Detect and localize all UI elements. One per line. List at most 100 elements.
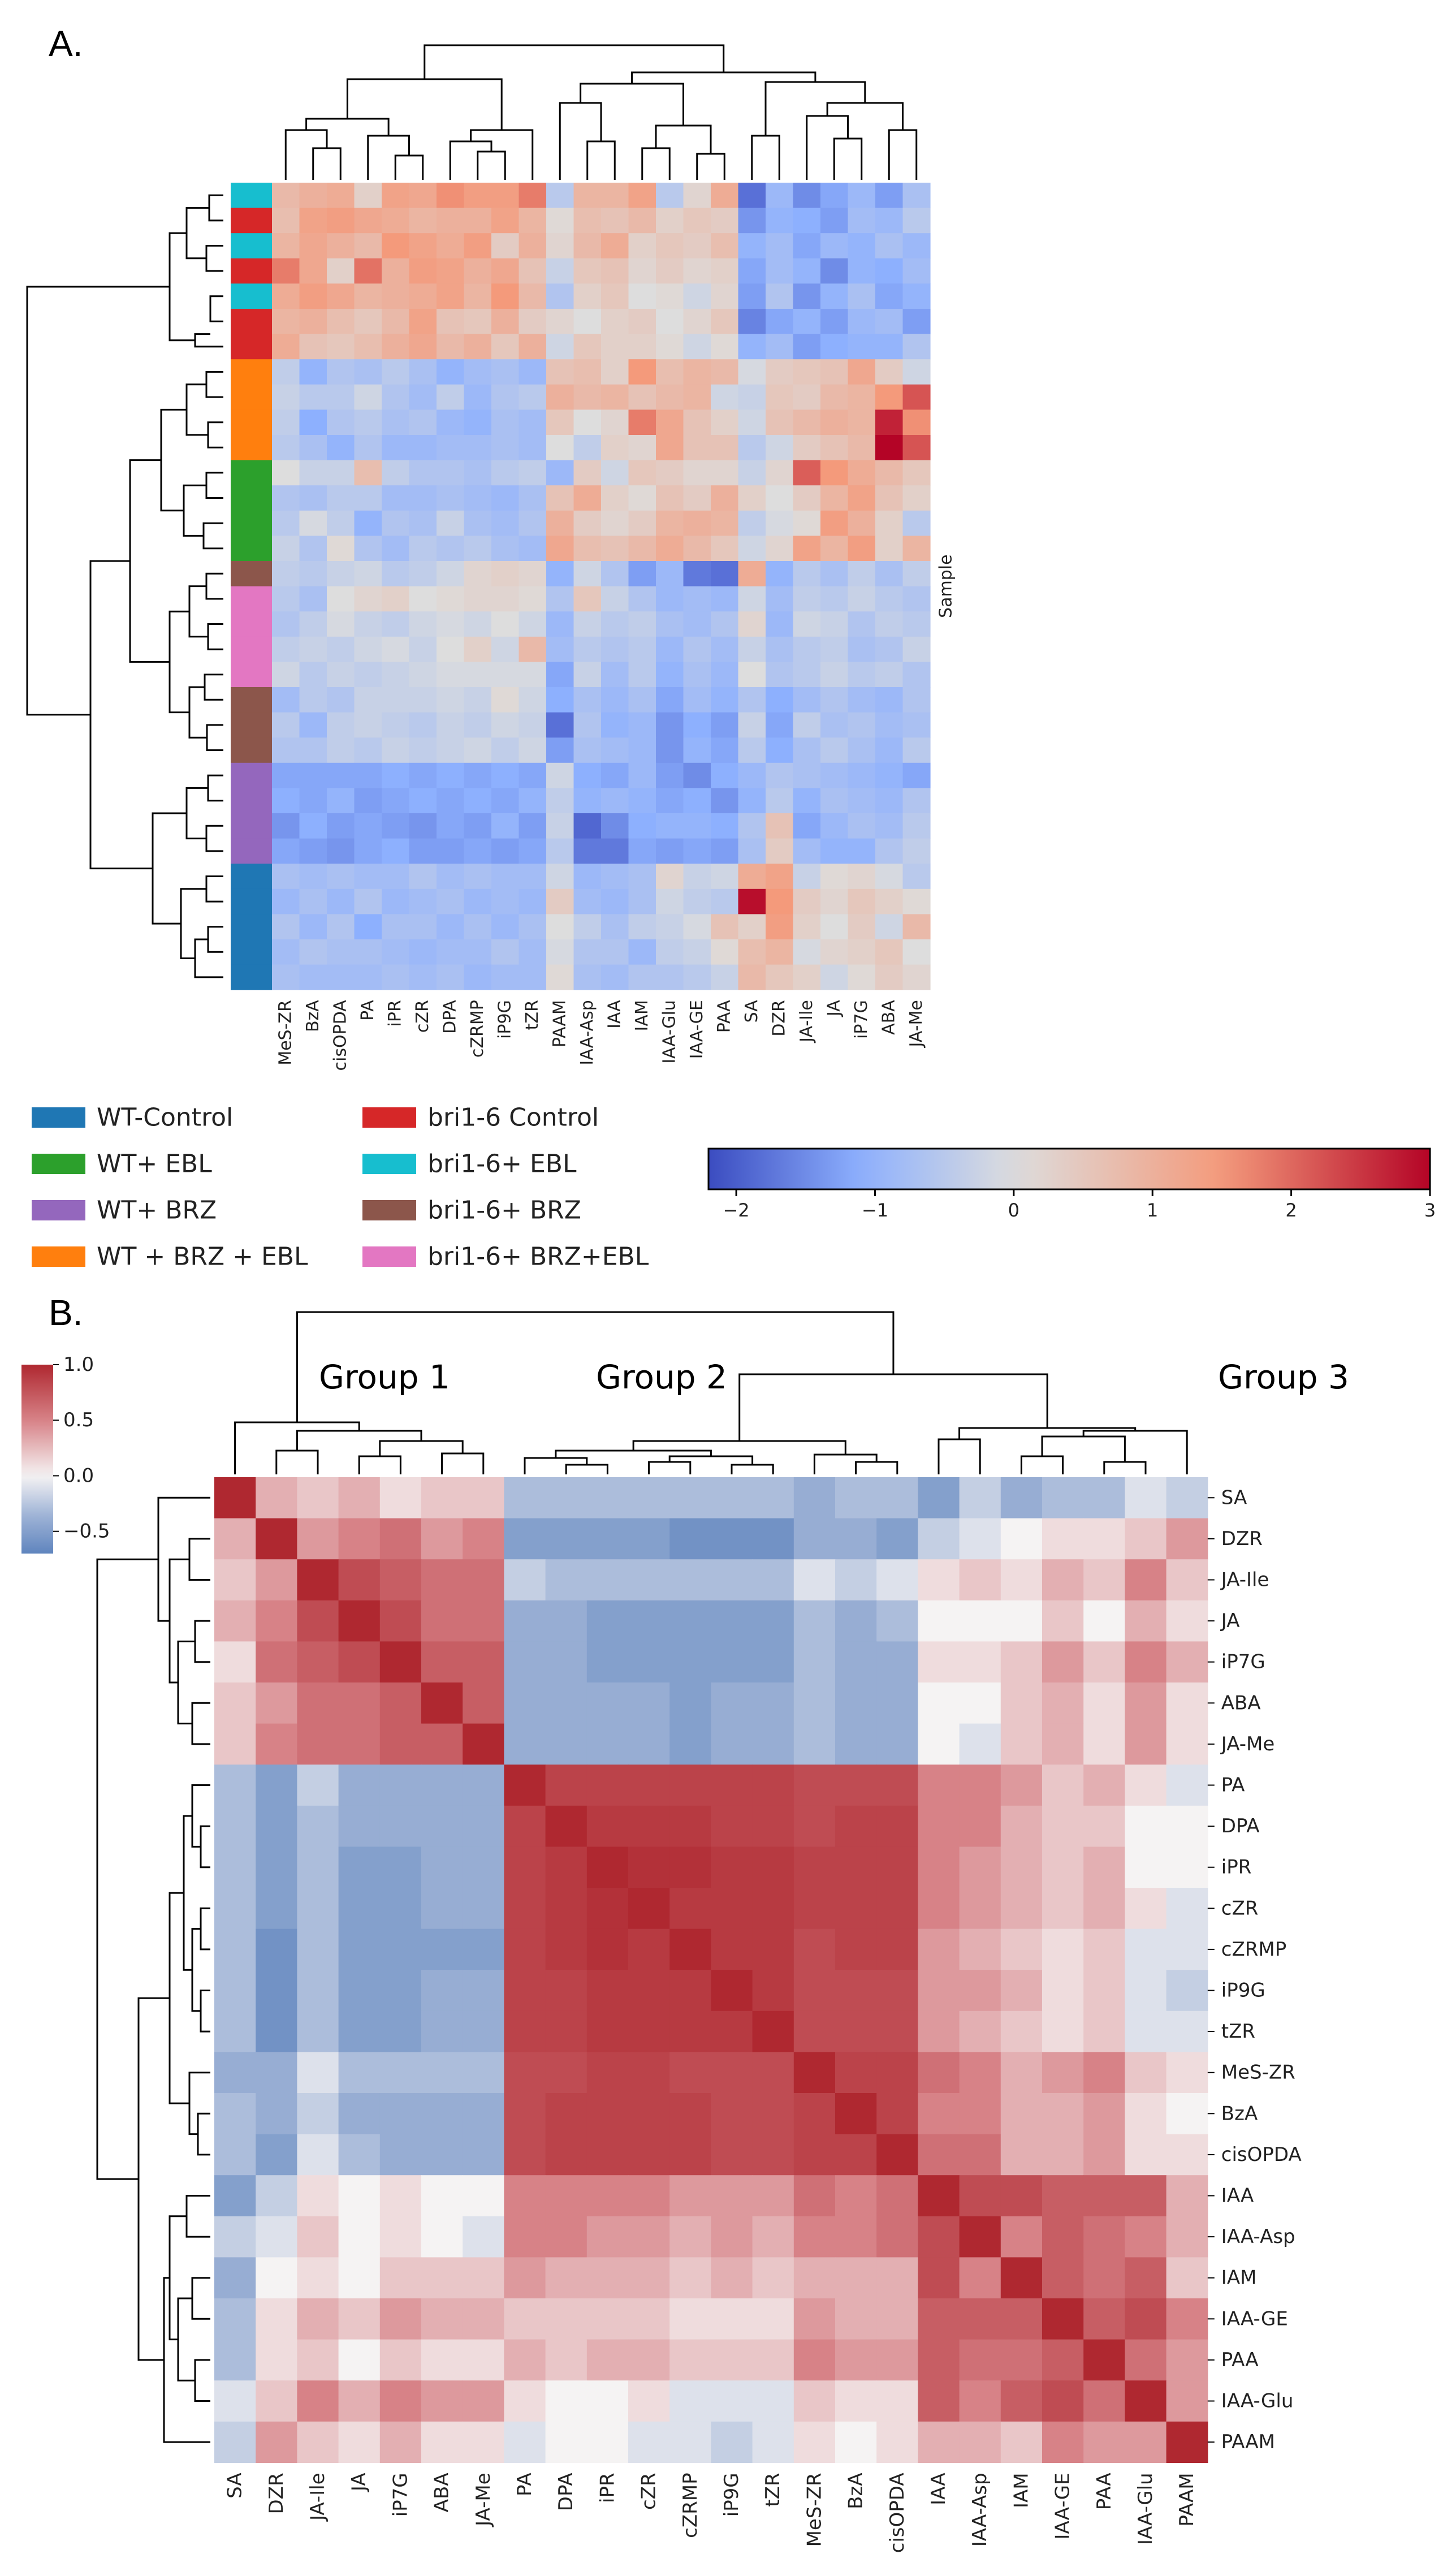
heatmap-a-cell [766,687,794,713]
heatmap-a-cell [601,864,629,890]
heatmap-a-cell [628,636,656,662]
heatmap-b-cell [876,1682,918,1724]
heatmap-a-cell [766,914,794,940]
heatmap-b-cell [297,1805,339,1847]
heatmap-b-cell [1125,1600,1167,1642]
heatmap-a-cell [711,939,739,965]
heatmap-b-cell [1166,2257,1208,2299]
legend-swatch [362,1200,416,1220]
legend-label: WT+ EBL [97,1150,212,1179]
row-dendrogram-link [169,232,195,342]
heatmap-b-cell [504,1846,546,1888]
heatmap-b-cell [545,1929,587,1970]
heatmap-b-cell [876,1600,918,1642]
heatmap-a-cell [354,334,382,360]
heatmap-b-y-tick-label: JA-Me [1220,1733,1274,1755]
heatmap-a-cell [793,485,821,511]
heatmap-a-x-tick-label: iPR [386,1000,405,1026]
heatmap-b-cell [1042,2052,1084,2094]
heatmap-a-cell [766,737,794,763]
heatmap-a-cell [683,687,711,713]
heatmap-a-cell [409,208,437,234]
heatmap-a-cell [437,485,465,511]
heatmap-a-cell [491,838,520,864]
heatmap-b-cell [214,1970,256,2012]
heatmap-a-cell [491,611,520,637]
heatmap-a-cell [875,359,904,385]
heatmap-a-cell [464,561,492,587]
heatmap-b-cell [504,1600,546,1642]
heatmap-b-cell [504,2257,546,2299]
heatmap-a-cell [327,233,355,259]
heatmap-b-cell [421,2011,463,2052]
heatmap-a-cell [354,838,382,864]
heatmap-a-cell [711,737,739,763]
heatmap-b-cell [421,1764,463,1806]
heatmap-a-cell [820,258,849,284]
heatmap-a-cell [573,762,602,788]
heatmap-a-cell [683,964,711,990]
heatmap-b-cell [504,2339,546,2381]
heatmap-b-cell [1166,1641,1208,1683]
heatmap-b-y-tick-label: IAA [1221,2185,1254,2207]
heatmap-a-cell [738,309,766,335]
heatmap-a-cell [656,939,684,965]
heatmap-b-cell [959,1929,1001,1970]
heatmap-a-cell [628,864,656,890]
heatmap-a-cell [793,737,821,763]
heatmap-a-cell [820,309,849,335]
column-dendrogram-link [1020,1455,1064,1474]
heatmap-b-cell [297,2093,339,2135]
heatmap-b-cell [463,1970,504,2012]
heatmap-b-cell [628,1477,670,1519]
heatmap-a-cell [766,435,794,461]
heatmap-b-x-tick-label: iP9G [720,2473,743,2517]
row-dendrogram-link [188,1538,210,1581]
heatmap-a-cell [875,737,904,763]
heatmap-b-cell [214,2093,256,2135]
heatmap-a-cell [656,233,684,259]
heatmap-a-cell [464,510,492,536]
heatmap-a-cell [683,762,711,788]
heatmap-a-cell [409,838,437,864]
heatmap-a-cell [546,208,574,234]
heatmap-b-cell [835,1559,877,1601]
heatmap-b-cell [297,1477,339,1519]
heatmap-a-cell [683,914,711,940]
heatmap-a-cell [711,334,739,360]
heatmap-a-cell [573,233,602,259]
heatmap-a-cell [546,409,574,435]
heatmap-b-cell [669,1723,711,1765]
heatmap-b-cell [918,1888,960,1930]
heatmap-b-cell [421,2093,463,2135]
heatmap-a-cell [628,838,656,864]
heatmap-a-cell [546,737,574,763]
heatmap-a-cell [902,788,931,814]
heatmap-a-cell [437,258,465,284]
heatmap-b-cell [1166,1846,1208,1888]
heatmap-a-cell [738,435,766,461]
heatmap-b-cell [1125,2380,1167,2422]
column-dendrogram-link [738,1373,1048,1441]
heatmap-a-x-tick-label: DPA [440,1000,460,1034]
heatmap-b-cell [835,2339,877,2381]
heatmap-a-cell [327,485,355,511]
row-dendrogram-link [191,2277,210,2320]
heatmap-b-cell [711,2052,753,2094]
heatmap-b-cell [835,2052,877,2094]
legend-label: bri1-6 Control [427,1103,599,1132]
heatmap-b-cell [421,2175,463,2217]
heatmap-a-cell [464,864,492,890]
heatmap-a-cell [848,384,876,410]
heatmap-a-cell [354,864,382,890]
heatmap-b-cell [835,1641,877,1683]
heatmap-b-cell [338,1723,381,1765]
heatmap-a-cell [437,561,465,587]
heatmap-b-cell [1166,2339,1208,2381]
heatmap-b-cell [752,2339,794,2381]
heatmap-b-cell [545,1764,587,1806]
heatmap-a-cell [409,939,437,965]
heatmap-b-cell [669,1805,711,1847]
heatmap-b-cell [421,1641,463,1683]
heatmap-a-cell [464,712,492,738]
